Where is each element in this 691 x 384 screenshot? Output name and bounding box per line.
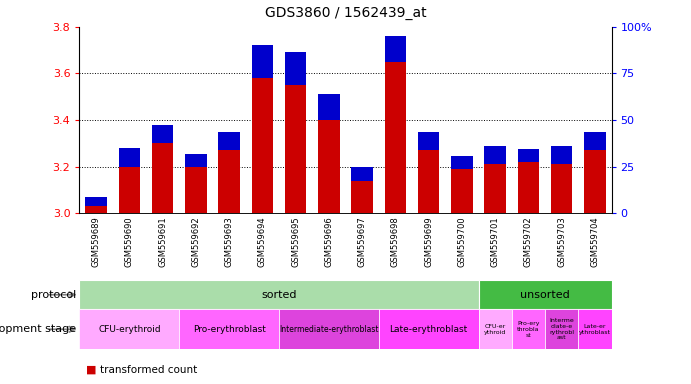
- Text: transformed count: transformed count: [100, 365, 198, 375]
- Bar: [578, 309, 612, 349]
- Text: GSM559697: GSM559697: [358, 217, 367, 267]
- Bar: [318, 120, 340, 213]
- Bar: [478, 309, 512, 349]
- Bar: [85, 206, 107, 213]
- Bar: [119, 167, 140, 213]
- Text: Late-er
ythroblast: Late-er ythroblast: [579, 324, 611, 335]
- Bar: [285, 51, 306, 85]
- Text: GSM559699: GSM559699: [424, 217, 433, 267]
- Text: GSM559700: GSM559700: [457, 217, 466, 267]
- Text: GSM559689: GSM559689: [92, 217, 101, 267]
- Bar: [152, 125, 173, 143]
- Text: ■: ■: [86, 365, 97, 375]
- Bar: [79, 280, 478, 309]
- Text: sorted: sorted: [261, 290, 296, 300]
- Bar: [318, 94, 340, 120]
- Text: GDS3860 / 1562439_at: GDS3860 / 1562439_at: [265, 6, 426, 20]
- Text: GSM559701: GSM559701: [491, 217, 500, 267]
- Bar: [379, 309, 478, 349]
- Bar: [385, 62, 406, 213]
- Text: GSM559702: GSM559702: [524, 217, 533, 267]
- Bar: [551, 146, 572, 164]
- Bar: [418, 132, 439, 150]
- Text: Pro-erythroblast: Pro-erythroblast: [193, 325, 265, 334]
- Bar: [484, 164, 506, 213]
- Bar: [252, 45, 273, 78]
- Text: CFU-erythroid: CFU-erythroid: [98, 325, 161, 334]
- Bar: [518, 149, 539, 162]
- Text: Intermediate-erythroblast: Intermediate-erythroblast: [279, 325, 379, 334]
- Bar: [551, 164, 572, 213]
- Text: CFU-er
ythroid: CFU-er ythroid: [484, 324, 507, 335]
- Bar: [484, 146, 506, 164]
- Text: GSM559696: GSM559696: [324, 217, 333, 267]
- Text: Interme
diate-e
rythrobl
ast: Interme diate-e rythrobl ast: [549, 318, 574, 341]
- Bar: [351, 180, 373, 213]
- Text: Late-erythroblast: Late-erythroblast: [390, 325, 468, 334]
- Bar: [385, 36, 406, 62]
- Text: GSM559693: GSM559693: [225, 217, 234, 267]
- Bar: [451, 169, 473, 213]
- Text: development stage: development stage: [0, 324, 76, 334]
- Bar: [584, 132, 606, 150]
- Bar: [512, 309, 545, 349]
- Bar: [218, 132, 240, 150]
- Bar: [218, 150, 240, 213]
- Text: GSM559704: GSM559704: [590, 217, 599, 267]
- Bar: [185, 167, 207, 213]
- Bar: [285, 85, 306, 213]
- Text: Pro-ery
throbla
st: Pro-ery throbla st: [517, 321, 540, 338]
- Bar: [518, 162, 539, 213]
- Bar: [584, 150, 606, 213]
- Bar: [451, 156, 473, 169]
- Bar: [85, 197, 107, 206]
- Bar: [478, 280, 612, 309]
- Bar: [179, 309, 279, 349]
- Bar: [418, 150, 439, 213]
- Text: GSM559691: GSM559691: [158, 217, 167, 267]
- Bar: [252, 78, 273, 213]
- Bar: [185, 154, 207, 167]
- Bar: [279, 309, 379, 349]
- Text: GSM559692: GSM559692: [191, 217, 200, 267]
- Bar: [351, 167, 373, 180]
- Text: protocol: protocol: [31, 290, 76, 300]
- Text: GSM559698: GSM559698: [391, 217, 400, 267]
- Text: unsorted: unsorted: [520, 290, 570, 300]
- Bar: [152, 143, 173, 213]
- Text: GSM559690: GSM559690: [125, 217, 134, 267]
- Bar: [79, 309, 179, 349]
- Bar: [119, 148, 140, 167]
- Text: GSM559694: GSM559694: [258, 217, 267, 267]
- Text: GSM559703: GSM559703: [557, 217, 566, 267]
- Bar: [545, 309, 578, 349]
- Text: GSM559695: GSM559695: [291, 217, 300, 267]
